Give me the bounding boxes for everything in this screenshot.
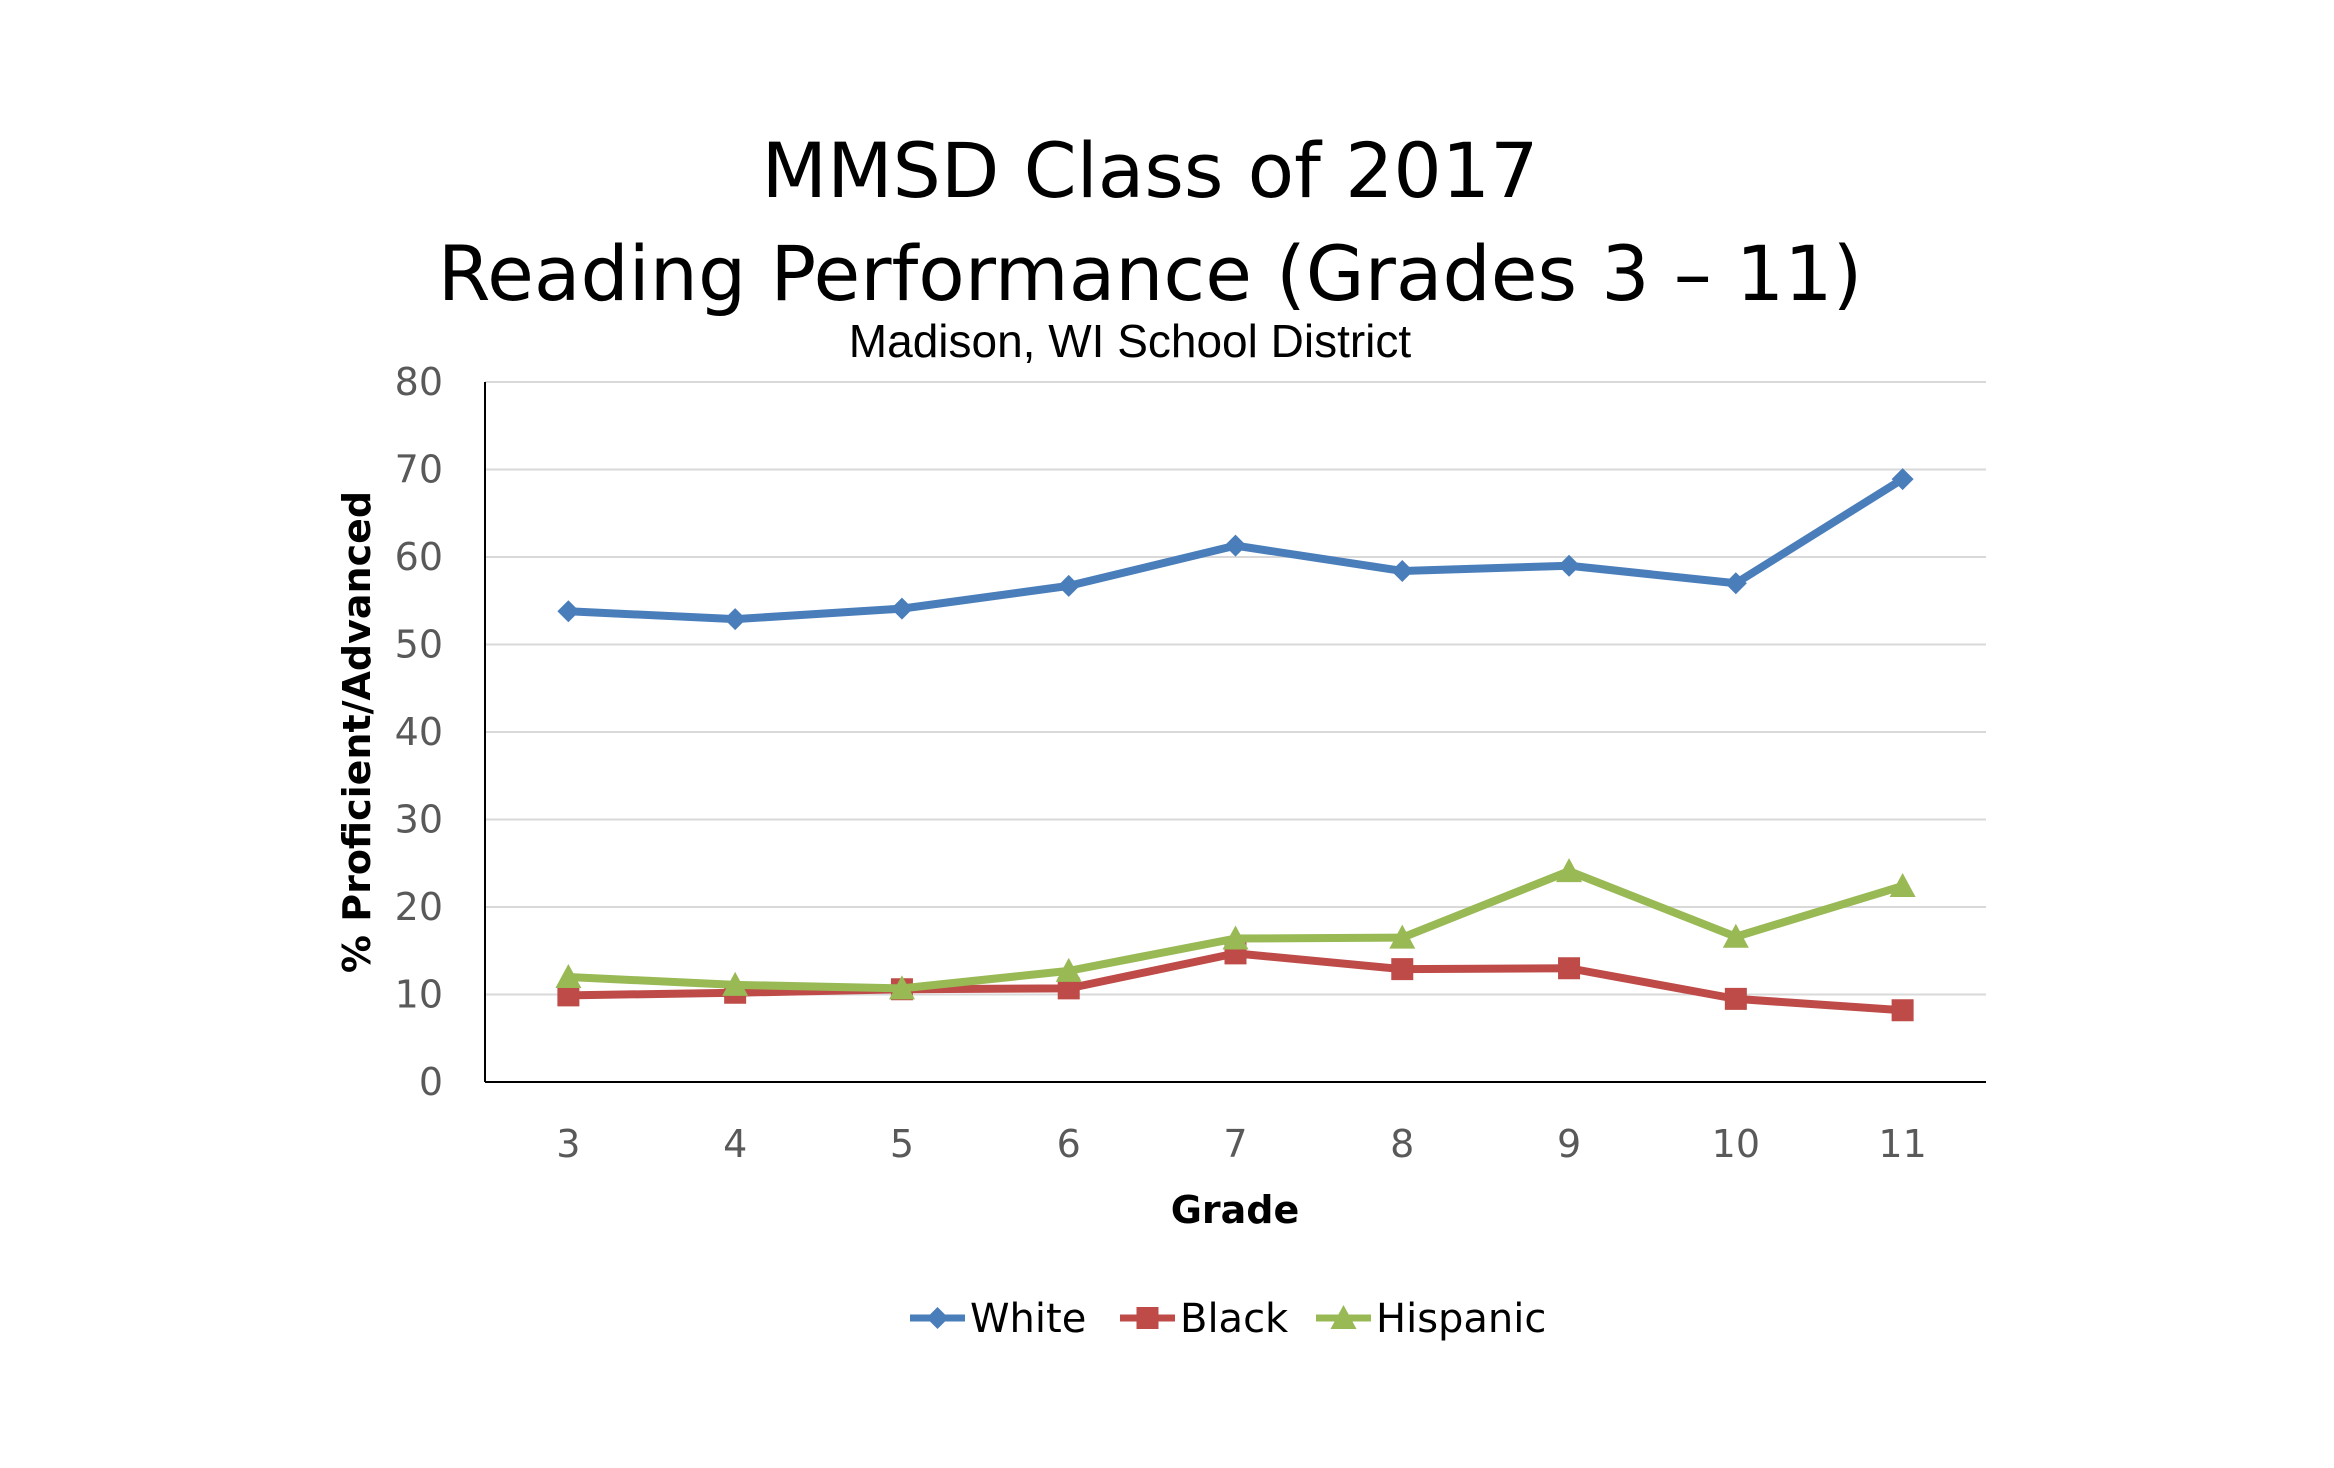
data-point-hispanic	[1055, 957, 1082, 982]
data-point-hispanic	[1222, 925, 1249, 950]
data-point-white	[1891, 468, 1914, 491]
data-point-hispanic	[722, 971, 749, 996]
data-point-white	[1057, 574, 1080, 597]
x-tick-label: 7	[1223, 1122, 1247, 1166]
y-tick-label: 70	[395, 448, 443, 492]
series-white	[557, 468, 1914, 631]
x-axis-ticks: 3 4 5 6 7 8 9 10 11	[556, 1122, 1926, 1166]
x-tick-label: 11	[1878, 1122, 1926, 1166]
y-axis-ticks: 0 10 20 30 40 50 60 70 80	[395, 360, 443, 1104]
x-axis-title: Grade	[1171, 1188, 1300, 1232]
data-point-white	[890, 597, 913, 620]
legend-label: White	[970, 1296, 1086, 1342]
data-point-black	[557, 984, 580, 1007]
x-tick-label: 6	[1057, 1122, 1081, 1166]
data-point-black	[1724, 987, 1747, 1010]
data-point-white	[1224, 534, 1247, 557]
legend-marker-hispanic	[1330, 1305, 1357, 1330]
data-point-white	[1558, 554, 1581, 577]
data-point-hispanic	[1889, 873, 1916, 898]
legend-item-hispanic: Hispanic	[1316, 1296, 1546, 1342]
x-tick-label: 5	[890, 1122, 914, 1166]
data-point-black	[1057, 977, 1080, 1000]
gridlines	[485, 381, 1986, 996]
data-point-hispanic	[1556, 858, 1583, 883]
data-point-white	[1391, 560, 1414, 582]
x-tick-label: 4	[723, 1122, 747, 1166]
data-point-white	[557, 600, 580, 623]
x-tick-label: 9	[1557, 1122, 1581, 1166]
data-point-hispanic	[888, 975, 915, 1000]
y-tick-label: 60	[395, 535, 443, 579]
y-tick-label: 20	[395, 885, 443, 929]
legend: White Black Hispanic	[910, 1296, 1546, 1342]
series-hispanic	[555, 858, 1916, 1000]
data-point-hispanic	[1722, 923, 1749, 948]
y-tick-label: 10	[395, 973, 443, 1017]
data-point-white	[1724, 572, 1747, 595]
chart-subtitle: Madison, WI School District	[849, 315, 1412, 367]
data-point-black	[1558, 957, 1581, 980]
y-tick-label: 80	[395, 360, 443, 404]
y-axis-title: % Proficient/Advanced	[335, 491, 379, 973]
x-tick-label: 3	[556, 1122, 580, 1166]
y-tick-label: 50	[395, 623, 443, 667]
series-layer	[555, 468, 1916, 1022]
data-point-black	[1391, 958, 1414, 981]
data-point-black	[1891, 999, 1914, 1022]
data-point-hispanic	[555, 964, 582, 989]
data-point-white	[724, 608, 747, 631]
legend-marker-white	[926, 1307, 949, 1329]
x-tick-label: 8	[1390, 1122, 1414, 1166]
legend-label: Hispanic	[1376, 1296, 1546, 1342]
y-tick-label: 0	[419, 1060, 443, 1104]
legend-marker-black	[1136, 1307, 1159, 1329]
legend-item-white: White	[910, 1296, 1086, 1342]
y-tick-label: 30	[395, 798, 443, 842]
chart-title-line-1: MMSD Class of 2017	[762, 126, 1539, 215]
legend-item-black: Black	[1120, 1296, 1289, 1342]
y-tick-label: 40	[395, 710, 443, 754]
data-point-hispanic	[1389, 924, 1416, 949]
legend-label: Black	[1180, 1296, 1289, 1342]
x-tick-label: 10	[1712, 1122, 1760, 1166]
chart-title-line-2: Reading Performance (Grades 3 – 11)	[438, 229, 1863, 318]
